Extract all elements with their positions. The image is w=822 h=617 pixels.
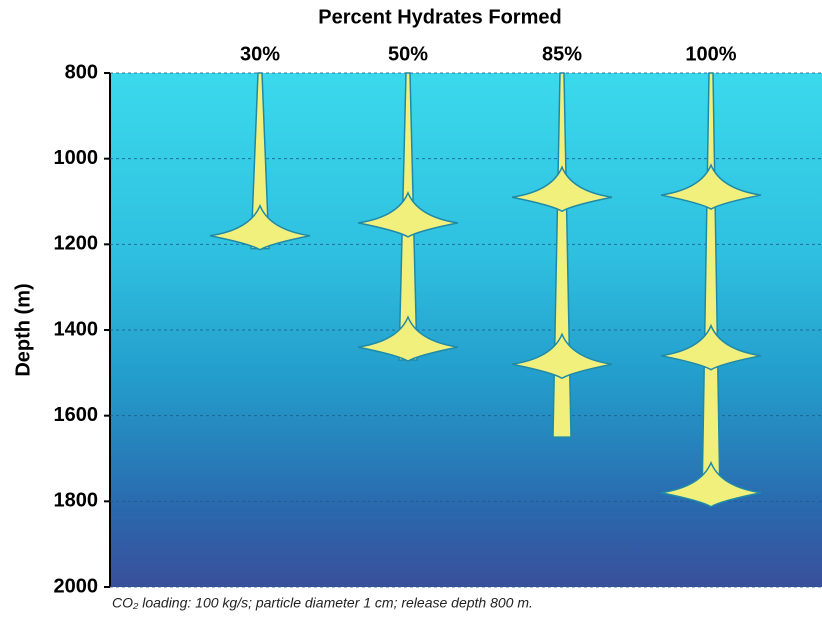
chart: Percent Hydrates Formed Depth (m) CO₂ lo… — [0, 0, 822, 617]
x-category-label: 100% — [685, 43, 736, 65]
y-axis-label: Depth (m) — [12, 283, 34, 376]
page: Percent Hydrates Formed Depth (m) CO₂ lo… — [0, 0, 822, 617]
y-tick-label: 1800 — [54, 490, 99, 512]
chart-title: Percent Hydrates Formed — [318, 6, 561, 28]
y-tick-label: 1600 — [54, 404, 99, 426]
y-tick-label: 1400 — [54, 318, 99, 340]
x-category-label: 30% — [240, 43, 280, 65]
y-tick-label: 800 — [65, 61, 98, 83]
y-tick-label: 2000 — [54, 575, 99, 597]
x-category-label: 50% — [388, 43, 428, 65]
caption: CO₂ loading: 100 kg/s; particle diameter… — [112, 595, 533, 611]
y-tick-label: 1000 — [54, 147, 99, 169]
y-tick-label: 1200 — [54, 233, 99, 255]
x-category-label: 85% — [542, 43, 582, 65]
